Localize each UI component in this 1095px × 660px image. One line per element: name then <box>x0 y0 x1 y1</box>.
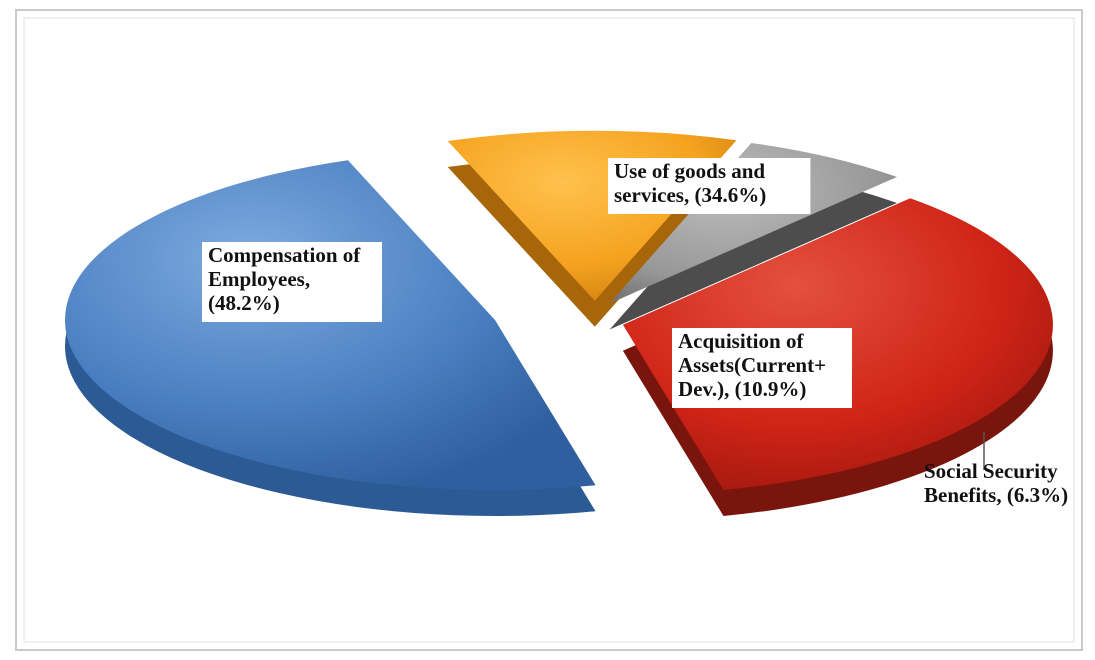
slice-label-line: Social Security <box>924 459 1058 483</box>
slice-label-box <box>608 158 811 214</box>
slice-label-line: Benefits, (6.3%) <box>924 483 1068 507</box>
slice-label-line: Assets(Current+ <box>678 353 826 377</box>
slice-label-box <box>202 242 382 322</box>
slice-label-line: services, (34.6%) <box>614 183 766 207</box>
slice-label-line: Dev.), (10.9%) <box>678 377 806 401</box>
pie-slice-2[interactable] <box>609 142 897 304</box>
pie-slice-0[interactable] <box>64 160 596 491</box>
slice-label-line: Use of goods and <box>614 159 765 183</box>
slice-label-line: Compensation of <box>208 243 361 267</box>
slice-label-box <box>672 328 852 408</box>
slice-label-line: Acquisition of <box>678 329 804 353</box>
slice-label-line: (48.2%) <box>208 291 280 315</box>
slice-label-line: Employees, <box>208 267 310 291</box>
pie-slice-side-2 <box>609 168 897 330</box>
